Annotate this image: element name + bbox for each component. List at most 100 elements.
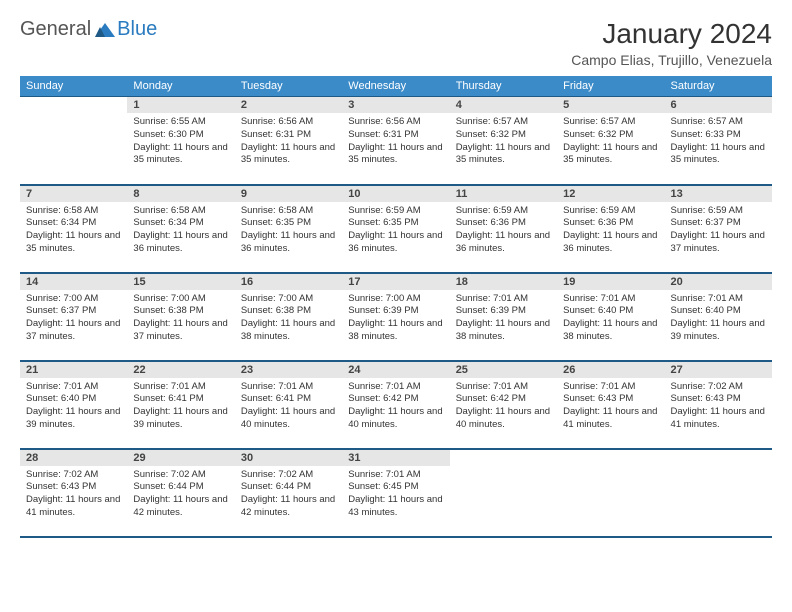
- day-details: Sunrise: 7:01 AMSunset: 6:39 PMDaylight:…: [450, 290, 557, 348]
- logo-text-blue: Blue: [117, 18, 157, 41]
- calendar-day-cell: 15Sunrise: 7:00 AMSunset: 6:38 PMDayligh…: [127, 273, 234, 361]
- day-details: Sunrise: 7:01 AMSunset: 6:45 PMDaylight:…: [342, 466, 449, 524]
- day-number: 10: [342, 186, 449, 202]
- day-details: Sunrise: 7:02 AMSunset: 6:43 PMDaylight:…: [20, 466, 127, 524]
- day-number: 2: [235, 97, 342, 113]
- day-details: Sunrise: 6:57 AMSunset: 6:32 PMDaylight:…: [450, 113, 557, 171]
- day-number: 28: [20, 450, 127, 466]
- day-details: Sunrise: 7:01 AMSunset: 6:43 PMDaylight:…: [557, 378, 664, 436]
- calendar-day-cell: 31Sunrise: 7:01 AMSunset: 6:45 PMDayligh…: [342, 449, 449, 537]
- weekday-header: Monday: [127, 76, 234, 97]
- day-details: Sunrise: 7:01 AMSunset: 6:40 PMDaylight:…: [20, 378, 127, 436]
- calendar-day-cell: 16Sunrise: 7:00 AMSunset: 6:38 PMDayligh…: [235, 273, 342, 361]
- day-number: 20: [665, 274, 772, 290]
- calendar-week-row: 14Sunrise: 7:00 AMSunset: 6:37 PMDayligh…: [20, 273, 772, 361]
- day-details: Sunrise: 6:56 AMSunset: 6:31 PMDaylight:…: [235, 113, 342, 171]
- logo-sail-icon: [95, 23, 115, 37]
- day-number: 25: [450, 362, 557, 378]
- day-number: 13: [665, 186, 772, 202]
- day-details: Sunrise: 7:01 AMSunset: 6:40 PMDaylight:…: [557, 290, 664, 348]
- calendar-day-cell: 2Sunrise: 6:56 AMSunset: 6:31 PMDaylight…: [235, 97, 342, 185]
- day-details: Sunrise: 7:00 AMSunset: 6:38 PMDaylight:…: [127, 290, 234, 348]
- title-block: January 2024 Campo Elias, Trujillo, Vene…: [571, 18, 772, 68]
- day-details: Sunrise: 6:59 AMSunset: 6:37 PMDaylight:…: [665, 202, 772, 260]
- day-details: Sunrise: 6:58 AMSunset: 6:35 PMDaylight:…: [235, 202, 342, 260]
- calendar-week-row: 1Sunrise: 6:55 AMSunset: 6:30 PMDaylight…: [20, 97, 772, 185]
- day-number: 8: [127, 186, 234, 202]
- day-details: Sunrise: 6:56 AMSunset: 6:31 PMDaylight:…: [342, 113, 449, 171]
- day-number: 24: [342, 362, 449, 378]
- calendar-day-cell: 4Sunrise: 6:57 AMSunset: 6:32 PMDaylight…: [450, 97, 557, 185]
- weekday-header: Wednesday: [342, 76, 449, 97]
- day-number: 29: [127, 450, 234, 466]
- logo-text-general: General: [20, 18, 91, 41]
- day-details: Sunrise: 7:02 AMSunset: 6:44 PMDaylight:…: [235, 466, 342, 524]
- calendar-day-cell: 6Sunrise: 6:57 AMSunset: 6:33 PMDaylight…: [665, 97, 772, 185]
- day-number: 3: [342, 97, 449, 113]
- day-details: Sunrise: 6:59 AMSunset: 6:36 PMDaylight:…: [557, 202, 664, 260]
- day-details: Sunrise: 6:59 AMSunset: 6:35 PMDaylight:…: [342, 202, 449, 260]
- day-number: 5: [557, 97, 664, 113]
- day-details: Sunrise: 7:01 AMSunset: 6:40 PMDaylight:…: [665, 290, 772, 348]
- day-details: Sunrise: 7:00 AMSunset: 6:37 PMDaylight:…: [20, 290, 127, 348]
- calendar-day-cell: 3Sunrise: 6:56 AMSunset: 6:31 PMDaylight…: [342, 97, 449, 185]
- calendar-day-cell: 23Sunrise: 7:01 AMSunset: 6:41 PMDayligh…: [235, 361, 342, 449]
- calendar-table: SundayMondayTuesdayWednesdayThursdayFrid…: [20, 76, 772, 538]
- calendar-day-cell: 17Sunrise: 7:00 AMSunset: 6:39 PMDayligh…: [342, 273, 449, 361]
- day-details: Sunrise: 7:00 AMSunset: 6:39 PMDaylight:…: [342, 290, 449, 348]
- page-title: January 2024: [571, 18, 772, 50]
- day-details: Sunrise: 7:01 AMSunset: 6:41 PMDaylight:…: [235, 378, 342, 436]
- weekday-header: Sunday: [20, 76, 127, 97]
- calendar-day-cell: 25Sunrise: 7:01 AMSunset: 6:42 PMDayligh…: [450, 361, 557, 449]
- calendar-day-cell: 27Sunrise: 7:02 AMSunset: 6:43 PMDayligh…: [665, 361, 772, 449]
- day-number: 15: [127, 274, 234, 290]
- day-number: 19: [557, 274, 664, 290]
- calendar-day-cell: [557, 449, 664, 537]
- calendar-day-cell: 26Sunrise: 7:01 AMSunset: 6:43 PMDayligh…: [557, 361, 664, 449]
- day-details: Sunrise: 7:00 AMSunset: 6:38 PMDaylight:…: [235, 290, 342, 348]
- logo: General Blue: [20, 18, 157, 41]
- calendar-day-cell: 29Sunrise: 7:02 AMSunset: 6:44 PMDayligh…: [127, 449, 234, 537]
- day-number: 11: [450, 186, 557, 202]
- calendar-day-cell: 20Sunrise: 7:01 AMSunset: 6:40 PMDayligh…: [665, 273, 772, 361]
- day-number: 17: [342, 274, 449, 290]
- day-number: 12: [557, 186, 664, 202]
- day-details: Sunrise: 7:01 AMSunset: 6:42 PMDaylight:…: [342, 378, 449, 436]
- day-number: 16: [235, 274, 342, 290]
- day-number: 22: [127, 362, 234, 378]
- day-details: Sunrise: 6:59 AMSunset: 6:36 PMDaylight:…: [450, 202, 557, 260]
- calendar-day-cell: 18Sunrise: 7:01 AMSunset: 6:39 PMDayligh…: [450, 273, 557, 361]
- day-number: 14: [20, 274, 127, 290]
- calendar-body: 1Sunrise: 6:55 AMSunset: 6:30 PMDaylight…: [20, 97, 772, 537]
- calendar-week-row: 7Sunrise: 6:58 AMSunset: 6:34 PMDaylight…: [20, 185, 772, 273]
- weekday-header: Saturday: [665, 76, 772, 97]
- calendar-day-cell: 13Sunrise: 6:59 AMSunset: 6:37 PMDayligh…: [665, 185, 772, 273]
- calendar-day-cell: 19Sunrise: 7:01 AMSunset: 6:40 PMDayligh…: [557, 273, 664, 361]
- calendar-day-cell: [665, 449, 772, 537]
- calendar-day-cell: 24Sunrise: 7:01 AMSunset: 6:42 PMDayligh…: [342, 361, 449, 449]
- calendar-day-cell: 12Sunrise: 6:59 AMSunset: 6:36 PMDayligh…: [557, 185, 664, 273]
- calendar-day-cell: [20, 97, 127, 185]
- header: General Blue January 2024 Campo Elias, T…: [20, 18, 772, 68]
- calendar-day-cell: 1Sunrise: 6:55 AMSunset: 6:30 PMDaylight…: [127, 97, 234, 185]
- day-details: Sunrise: 7:01 AMSunset: 6:42 PMDaylight:…: [450, 378, 557, 436]
- day-number: 26: [557, 362, 664, 378]
- day-details: Sunrise: 6:58 AMSunset: 6:34 PMDaylight:…: [127, 202, 234, 260]
- day-number: 31: [342, 450, 449, 466]
- calendar-day-cell: 7Sunrise: 6:58 AMSunset: 6:34 PMDaylight…: [20, 185, 127, 273]
- location-subtitle: Campo Elias, Trujillo, Venezuela: [571, 52, 772, 68]
- calendar-day-cell: 21Sunrise: 7:01 AMSunset: 6:40 PMDayligh…: [20, 361, 127, 449]
- calendar-day-cell: 22Sunrise: 7:01 AMSunset: 6:41 PMDayligh…: [127, 361, 234, 449]
- calendar-day-cell: 9Sunrise: 6:58 AMSunset: 6:35 PMDaylight…: [235, 185, 342, 273]
- day-details: Sunrise: 7:02 AMSunset: 6:43 PMDaylight:…: [665, 378, 772, 436]
- weekday-header: Thursday: [450, 76, 557, 97]
- calendar-day-cell: 5Sunrise: 6:57 AMSunset: 6:32 PMDaylight…: [557, 97, 664, 185]
- day-number: 18: [450, 274, 557, 290]
- day-number: 21: [20, 362, 127, 378]
- day-number: 9: [235, 186, 342, 202]
- calendar-day-cell: 28Sunrise: 7:02 AMSunset: 6:43 PMDayligh…: [20, 449, 127, 537]
- weekday-header: Tuesday: [235, 76, 342, 97]
- calendar-day-cell: 30Sunrise: 7:02 AMSunset: 6:44 PMDayligh…: [235, 449, 342, 537]
- day-details: Sunrise: 6:55 AMSunset: 6:30 PMDaylight:…: [127, 113, 234, 171]
- calendar-week-row: 28Sunrise: 7:02 AMSunset: 6:43 PMDayligh…: [20, 449, 772, 537]
